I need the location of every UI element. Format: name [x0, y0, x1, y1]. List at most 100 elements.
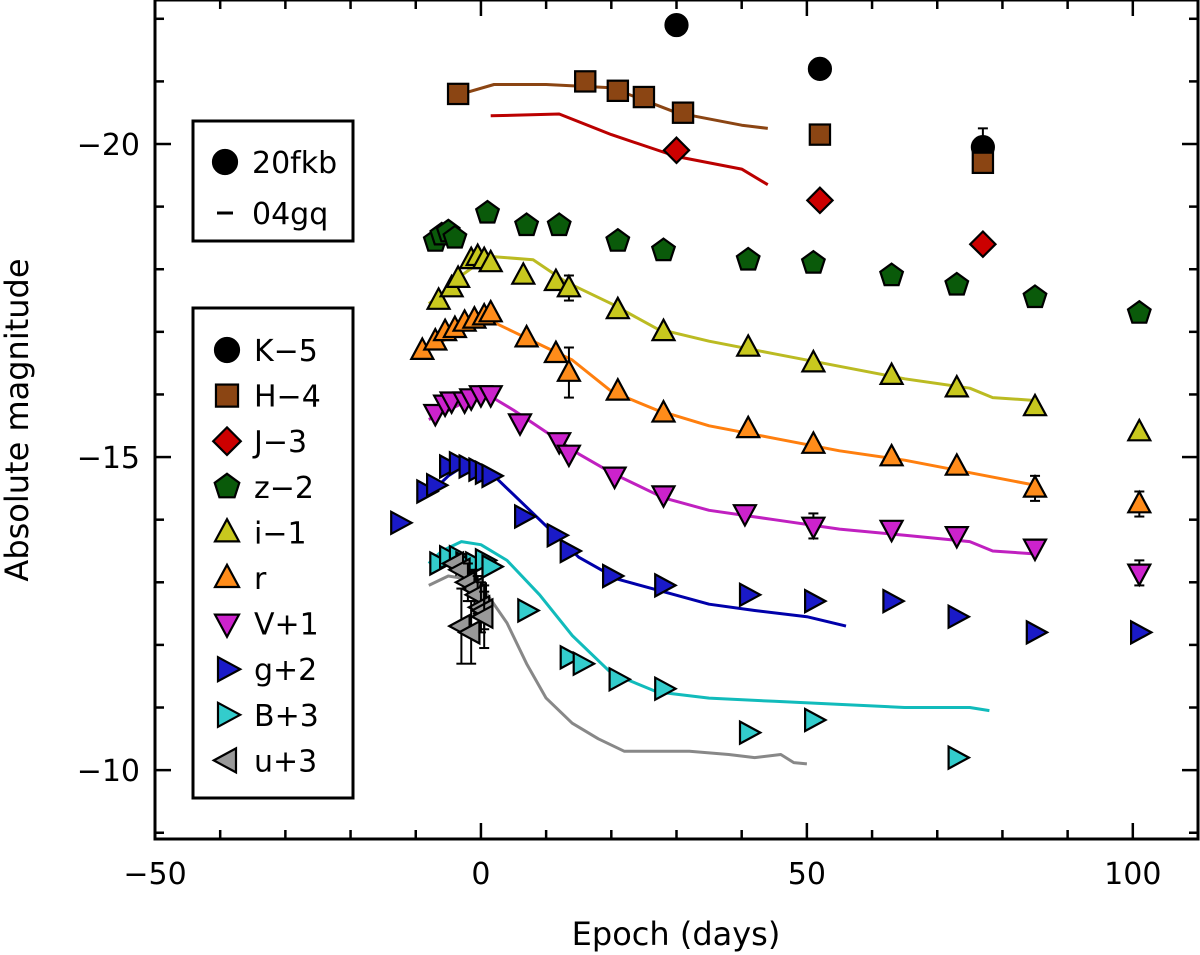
model-curve-jminus-3-04gq [490, 112, 769, 186]
x-axis-title: Epoch (days) [572, 915, 781, 953]
data-point [1126, 417, 1153, 442]
legend-bands: K−5 H−4 J−3 z−2 i−1 r V+1 g+2 B+3 u+3 [191, 306, 355, 800]
data-point [947, 603, 972, 630]
data-point [426, 472, 450, 499]
data-point [947, 744, 972, 771]
data-point [481, 463, 506, 489]
legend-marker-icon [213, 613, 241, 640]
data-point [654, 572, 678, 599]
data-point [481, 553, 506, 580]
y-tick-labels: −20 −15 −10 [77, 128, 140, 789]
series-iminus-1 [425, 242, 1153, 442]
data-point [517, 597, 542, 624]
axis-ticks [153, 0, 1200, 839]
data-point [808, 123, 832, 146]
data-point [469, 603, 494, 630]
data-point [654, 675, 678, 702]
legend-marker-icon [214, 383, 240, 408]
data-point [546, 432, 573, 456]
data-point [556, 273, 582, 298]
data-point [738, 719, 763, 746]
data-point [968, 229, 998, 259]
legend-objects-box [191, 119, 355, 243]
legend-marker-icon [216, 655, 243, 684]
legend-marker-icon [211, 148, 239, 176]
data-point [456, 619, 481, 646]
data-point [632, 85, 656, 109]
data-point [513, 503, 538, 530]
series-r [409, 298, 1153, 518]
model-curve-bplus-3-04gq [427, 540, 990, 713]
x-tick-labels: −50 0 50 100 [123, 857, 1161, 892]
y-axis-title: Absolute magnitude [0, 258, 36, 581]
legend-label-hminus-4: H−4 [254, 380, 321, 415]
data-point [650, 398, 677, 423]
data-point [944, 271, 970, 296]
data-point [606, 79, 630, 103]
data-point [800, 348, 827, 373]
data-point [1129, 619, 1154, 646]
legend-marker-icon [213, 472, 241, 499]
legend-label-zminus-2: z−2 [254, 471, 314, 506]
data-point [1022, 538, 1048, 563]
legend-marker-icon [211, 746, 238, 775]
legend-label-vplus-1: V+1 [254, 608, 319, 643]
data-point [608, 666, 633, 693]
data-point [601, 466, 628, 491]
data-point [803, 588, 828, 614]
legend-marker-icon [213, 516, 241, 543]
data-point [425, 286, 452, 310]
y-tick-label: −15 [77, 441, 140, 476]
legend-marker-icon [213, 562, 241, 589]
model-curve-iminus-1-04gq [427, 255, 1039, 403]
data-point [556, 444, 582, 469]
legend-label-iminus-1: i−1 [254, 516, 307, 551]
data-point [1022, 473, 1048, 498]
data-point [543, 339, 569, 364]
x-tick-label: −50 [123, 857, 186, 892]
data-point [971, 151, 995, 175]
legend-label-20fkb: 20fkb [252, 146, 337, 181]
data-point [546, 212, 572, 237]
data-point [878, 442, 905, 467]
data-point [1126, 563, 1153, 588]
x-tick-label: 100 [1104, 857, 1161, 892]
data-point [943, 373, 970, 398]
legend-marker-icon [211, 425, 243, 457]
data-point [800, 430, 827, 454]
data-point [800, 249, 826, 274]
data-point [735, 414, 762, 439]
data-point [662, 136, 691, 165]
data-point [1025, 619, 1050, 646]
data-point [1126, 299, 1152, 324]
data-point [604, 376, 631, 401]
data-point [671, 101, 695, 124]
data-point [1126, 489, 1153, 514]
data-point [559, 644, 584, 671]
legend-marker-icon [216, 700, 243, 729]
data-point [513, 323, 540, 348]
data-point [735, 333, 762, 357]
legend-objects: 20fkb 04gq [191, 119, 355, 243]
data-point [1022, 284, 1048, 309]
data-point [477, 248, 504, 273]
legend-label-gplus-2: g+2 [254, 653, 317, 688]
data-point [604, 295, 631, 320]
series-uplus-3 [440, 550, 494, 665]
series-gplus-2 [390, 450, 1154, 646]
data-points [390, 12, 1154, 771]
x-tick-label: 0 [471, 857, 490, 892]
data-point [650, 485, 677, 510]
data-point [477, 298, 504, 323]
x-tick-label: 50 [788, 857, 826, 892]
series-bplus-3 [429, 544, 972, 771]
data-point [543, 267, 569, 292]
data-point [732, 504, 758, 528]
data-point [650, 237, 677, 262]
legend-label-kminus-5: K−5 [254, 334, 318, 369]
data-point [878, 361, 905, 385]
data-point [474, 199, 501, 224]
data-point [605, 227, 631, 252]
data-point [390, 509, 414, 536]
